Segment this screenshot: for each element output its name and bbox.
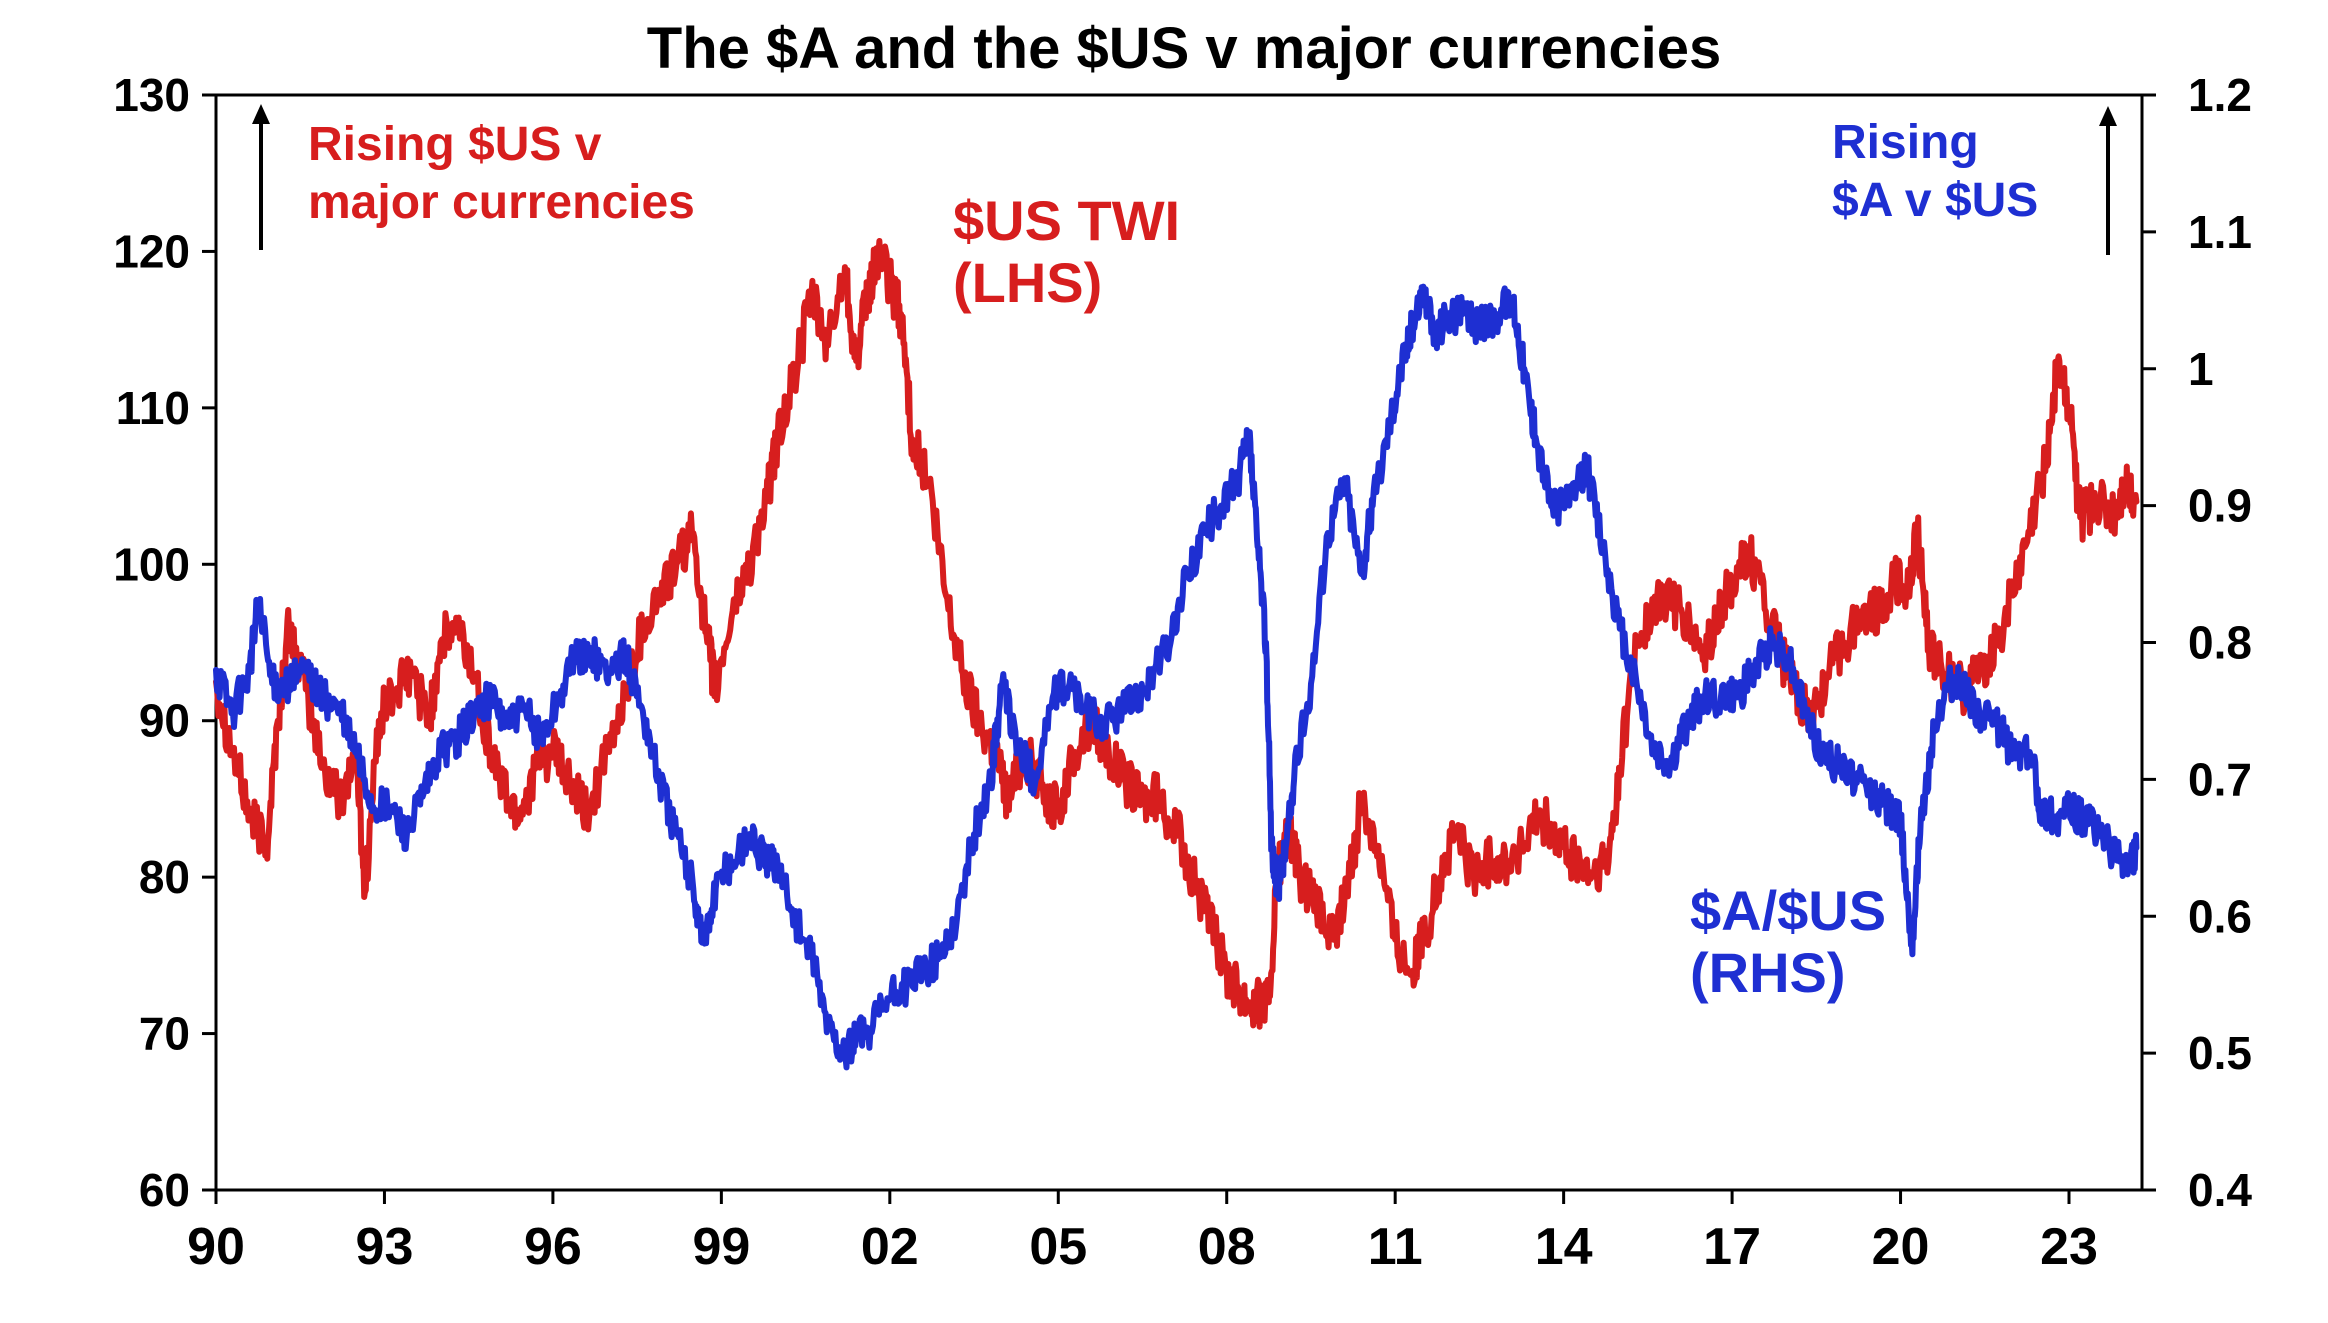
- x-tick-label: 08: [1198, 1218, 1256, 1276]
- x-tick-label: 02: [861, 1218, 919, 1276]
- left-tick-label: 110: [116, 382, 190, 434]
- left-rising-arrow-icon: [252, 104, 270, 250]
- right-tick-label: 0.9: [2188, 480, 2252, 532]
- series-lines: [213, 238, 2140, 1071]
- left-axis: 130 120 110 100 90 80 70 60: [113, 69, 216, 1216]
- left-tick-label: 90: [139, 695, 190, 747]
- x-tick-label: 90: [187, 1218, 245, 1276]
- right-rising-arrow-icon: [2099, 106, 2117, 255]
- x-tick-label: 20: [1872, 1218, 1930, 1276]
- right-tick-label: 0.7: [2188, 753, 2252, 805]
- series-line-usd-twi: [213, 238, 2140, 1030]
- x-tick-label: 99: [692, 1218, 750, 1276]
- left-tick-label: 80: [139, 851, 190, 903]
- left-tick-label: 130: [113, 69, 190, 121]
- right-tick-label: 1.2: [2188, 69, 2252, 121]
- series-label-aud-usd-line-2: (RHS): [1690, 941, 1846, 1004]
- right-tick-label: 1: [2188, 343, 2214, 395]
- x-tick-label: 93: [356, 1218, 414, 1276]
- x-tick-label: 11: [1368, 1218, 1423, 1276]
- right-tick-label: 0.6: [2188, 890, 2252, 942]
- x-tick-label: 96: [524, 1218, 582, 1276]
- left-tick-label: 120: [113, 225, 190, 277]
- series-label-usd-twi-line-1: $US TWI: [953, 189, 1180, 252]
- left-tick-label: 100: [113, 538, 190, 590]
- series-line-aud-usd: [213, 283, 2140, 1071]
- right-tick-label: 0.8: [2188, 617, 2252, 669]
- left-tick-label: 60: [139, 1164, 190, 1216]
- right-tick-label: 1.1: [2188, 206, 2252, 258]
- left-annotation-line-2: major currencies: [308, 176, 695, 229]
- left-tick-label: 70: [139, 1008, 190, 1060]
- x-tick-label: 17: [1703, 1218, 1761, 1276]
- chart-title: The $A and the $US v major currencies: [647, 16, 1721, 81]
- left-annotation-line-1: Rising $US v: [308, 118, 602, 171]
- right-tick-label: 0.5: [2188, 1027, 2252, 1079]
- x-tick-label: 14: [1535, 1218, 1593, 1276]
- x-tick-label: 05: [1029, 1218, 1087, 1276]
- series-label-usd-twi-line-2: (LHS): [953, 251, 1102, 314]
- right-axis: 1.2 1.1 1 0.9 0.8 0.7 0.6 0.5 0.4: [2142, 69, 2252, 1216]
- right-annotation-line-2: $A v $US: [1832, 174, 2038, 227]
- x-tick-label: 23: [2040, 1218, 2098, 1276]
- series-label-aud-usd-line-1: $A/$US: [1690, 879, 1886, 942]
- x-axis: 90 93 96 99 02 05 08 11 14 17 20 23: [187, 1190, 2098, 1276]
- right-tick-label: 0.4: [2188, 1164, 2252, 1216]
- right-annotation-line-1: Rising: [1832, 116, 1979, 169]
